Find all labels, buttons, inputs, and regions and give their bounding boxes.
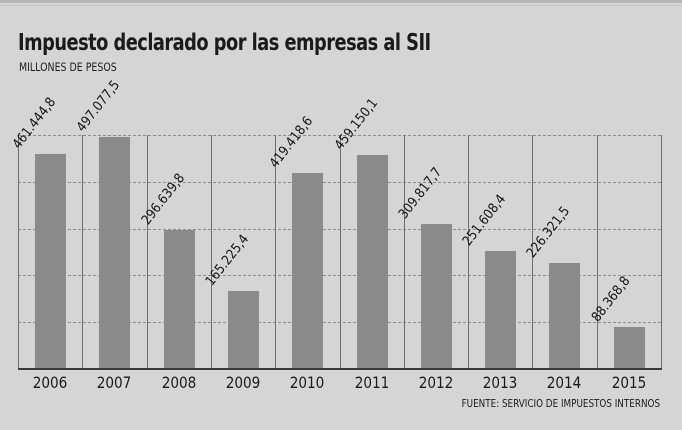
x-axis-baseline	[18, 368, 662, 370]
x-tick-label: 2007	[96, 373, 132, 392]
bar-2014	[549, 263, 580, 368]
column-divider	[468, 135, 469, 368]
bar-2010	[292, 173, 323, 368]
plot-area	[18, 135, 662, 368]
x-tick-label: 2012	[418, 373, 454, 392]
x-tick-label: 2013	[482, 373, 518, 392]
top-border	[0, 0, 682, 3]
gridline	[18, 275, 661, 276]
bar-2007	[99, 137, 130, 368]
column-divider	[340, 135, 341, 368]
column-divider	[147, 135, 148, 368]
x-tick-label: 2006	[32, 373, 68, 392]
gridline	[18, 322, 661, 323]
bar-2012	[421, 224, 452, 368]
x-tick-label: 2010	[289, 373, 325, 392]
column-divider	[532, 135, 533, 368]
x-tick-label: 2011	[354, 373, 390, 392]
x-tick-label: 2014	[546, 373, 582, 392]
top-border-line	[0, 5, 682, 6]
gridline	[18, 135, 661, 136]
bar-2011	[357, 155, 388, 368]
column-divider	[597, 135, 598, 368]
column-divider	[211, 135, 212, 368]
column-divider	[661, 135, 662, 368]
gridline	[18, 182, 661, 183]
source-note: FUENTE: SERVICIO DE IMPUESTOS INTERNOS	[461, 397, 660, 410]
value-label: 497.077,5	[73, 77, 124, 135]
x-tick-label: 2009	[225, 373, 261, 392]
gridline	[18, 229, 661, 230]
chart-title: Impuesto declarado por las empresas al S…	[18, 30, 431, 56]
column-divider	[18, 135, 19, 368]
bar-2006	[35, 154, 66, 368]
column-divider	[275, 135, 276, 368]
bar-2009	[228, 291, 259, 368]
bar-2015	[614, 327, 645, 368]
column-divider	[82, 135, 83, 368]
chart-subtitle: MILLONES DE PESOS	[19, 60, 117, 74]
bar-2008	[164, 230, 195, 368]
x-tick-label: 2008	[161, 373, 197, 392]
x-tick-label: 2015	[611, 373, 647, 392]
column-divider	[404, 135, 405, 368]
bar-2013	[485, 251, 516, 368]
